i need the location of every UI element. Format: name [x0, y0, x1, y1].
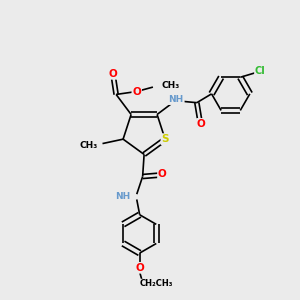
Text: NH: NH: [169, 95, 184, 104]
Text: CH₃: CH₃: [162, 81, 180, 90]
Text: S: S: [161, 134, 169, 144]
Text: O: O: [132, 86, 141, 97]
Text: CH₃: CH₃: [80, 140, 98, 149]
Text: Cl: Cl: [255, 66, 266, 76]
Text: O: O: [158, 169, 167, 179]
Text: O: O: [197, 119, 206, 129]
Text: O: O: [135, 263, 144, 273]
Text: CH₂CH₃: CH₂CH₃: [139, 280, 172, 289]
Text: NH: NH: [115, 192, 130, 201]
Text: O: O: [109, 69, 118, 79]
